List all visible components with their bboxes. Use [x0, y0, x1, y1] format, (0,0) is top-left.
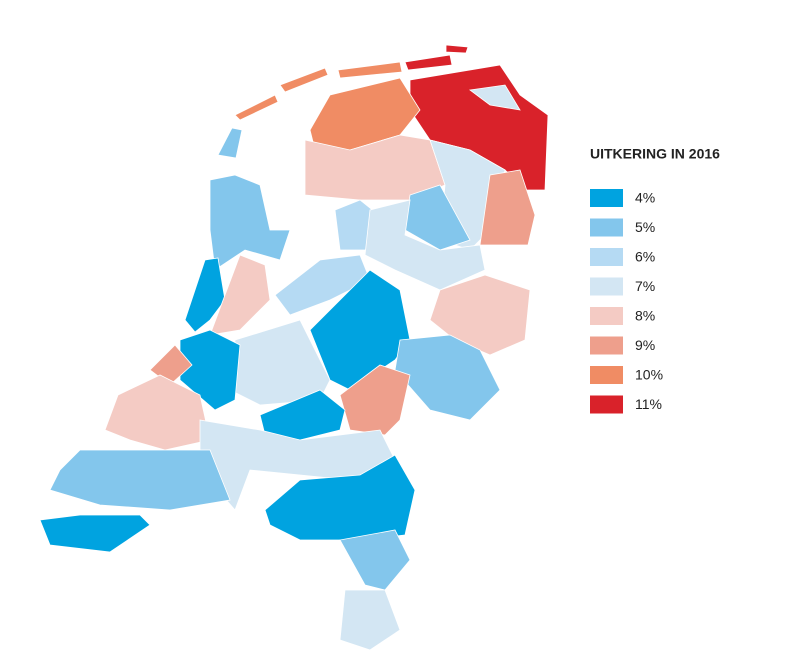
legend-label: 10%: [635, 367, 663, 383]
legend-swatch: [590, 248, 623, 266]
legend-swatch: [590, 366, 623, 384]
legend-label: 7%: [635, 278, 655, 294]
region: [364, 199, 486, 291]
region: [339, 589, 401, 651]
netherlands-map: [39, 44, 549, 651]
legend: 4% 5% 6% 7% 8% 9% 10% 11%: [590, 189, 663, 414]
region: [104, 374, 211, 451]
region: [179, 329, 241, 411]
region: [468, 84, 521, 111]
legend-swatch: [590, 395, 623, 414]
region: [339, 364, 411, 436]
legend-label: 8%: [635, 308, 655, 324]
region: [264, 454, 416, 541]
region: [184, 257, 226, 333]
region: [404, 44, 469, 71]
region: [49, 449, 231, 511]
region: [429, 274, 531, 356]
legend-swatch: [590, 218, 623, 237]
region: [479, 169, 536, 246]
legend-label: 9%: [635, 337, 655, 353]
region: [339, 529, 411, 591]
legend-swatch: [590, 307, 623, 325]
legend-label: 5%: [635, 219, 655, 235]
legend-label: 11%: [635, 396, 662, 412]
region: [209, 254, 271, 336]
legend-title: UITKERING IN 2016: [590, 146, 720, 162]
region: [209, 174, 291, 271]
legend-label: 6%: [635, 249, 655, 265]
region: [217, 127, 243, 159]
legend-label: 4%: [635, 190, 655, 206]
legend-swatch: [590, 277, 623, 296]
region: [39, 514, 151, 553]
region: [234, 61, 403, 121]
legend-swatch: [590, 189, 623, 207]
legend-swatch: [590, 336, 623, 355]
